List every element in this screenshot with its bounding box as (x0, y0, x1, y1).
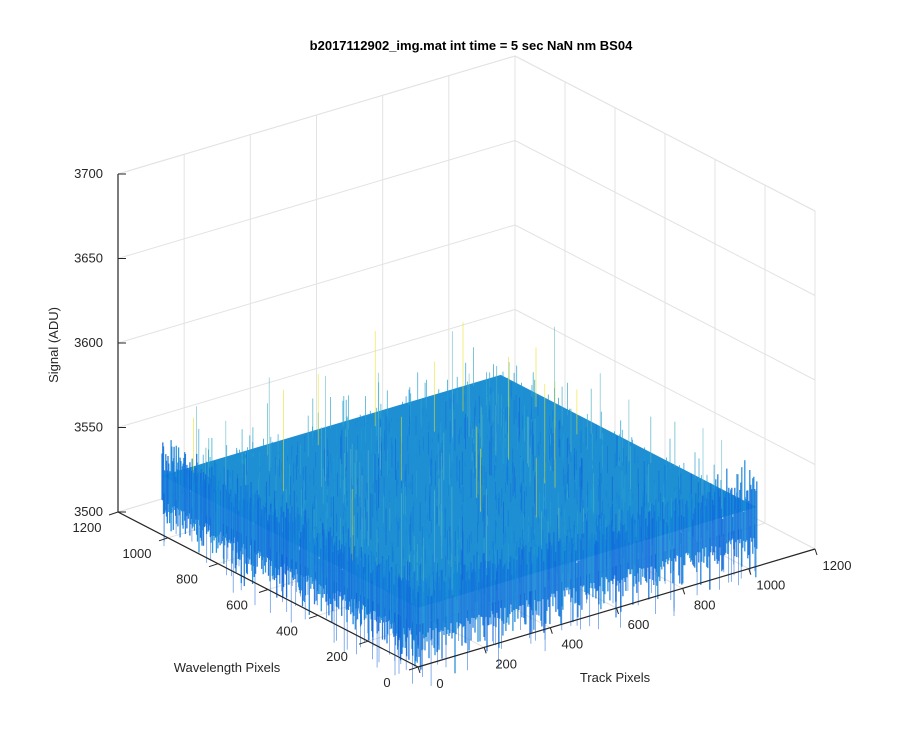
y-tick-label: 1200 (73, 520, 102, 535)
z-tick-label: 3550 (74, 420, 103, 435)
y-tick-label: 400 (276, 623, 298, 638)
y-tick (208, 563, 219, 568)
x-tick-label: 400 (561, 637, 583, 652)
y-tick-label: 800 (176, 572, 198, 587)
y-tick (108, 511, 119, 516)
y-tick-label: 600 (226, 598, 248, 613)
x-tick-label: 1000 (756, 578, 785, 593)
y-axis-label: Wavelength Pixels (174, 660, 281, 675)
x-tick (483, 647, 487, 654)
box-edge (117, 55, 516, 175)
grid-line (514, 224, 816, 381)
x-tick-label: 800 (694, 597, 716, 612)
grid-line (514, 309, 816, 465)
grid-line (117, 224, 516, 344)
x-tick (616, 607, 619, 615)
y-tick (258, 589, 269, 593)
surface (161, 322, 758, 686)
x-tick-label: 600 (628, 617, 650, 632)
z-tick-label: 3650 (74, 251, 103, 266)
y-tick (308, 614, 319, 619)
x-tick (814, 548, 818, 556)
x-tick-label: 0 (436, 676, 443, 691)
y-tick-label: 0 (383, 675, 390, 690)
grid-line (117, 309, 516, 428)
grid-line (514, 140, 816, 296)
y-tick (158, 537, 169, 542)
z-tick-label: 3600 (74, 335, 103, 350)
x-tick (748, 568, 752, 575)
y-tick (408, 666, 419, 671)
box-edge (514, 55, 816, 212)
y-tick (358, 640, 369, 645)
z-axis-label: Signal (ADU) (46, 307, 61, 383)
chart-title: b2017112902_img.mat int time = 5 sec NaN… (310, 38, 633, 53)
ticks: 0 200 400 600 800 1000 1200 0 200 400 600 800 1000 12… (73, 166, 852, 691)
z-tick-label: 3700 (74, 166, 103, 181)
x-tick (682, 588, 686, 595)
y-tick-label: 1000 (123, 546, 152, 561)
x-axis-label: Track Pixels (580, 670, 651, 685)
x-tick-label: 200 (495, 656, 517, 671)
grid-line (117, 140, 516, 259)
x-tick-label: 1200 (823, 558, 852, 573)
x-tick (417, 666, 421, 674)
z-tick-label: 3500 (74, 504, 103, 519)
x-tick (549, 627, 553, 634)
y-tick-label: 200 (326, 649, 348, 664)
